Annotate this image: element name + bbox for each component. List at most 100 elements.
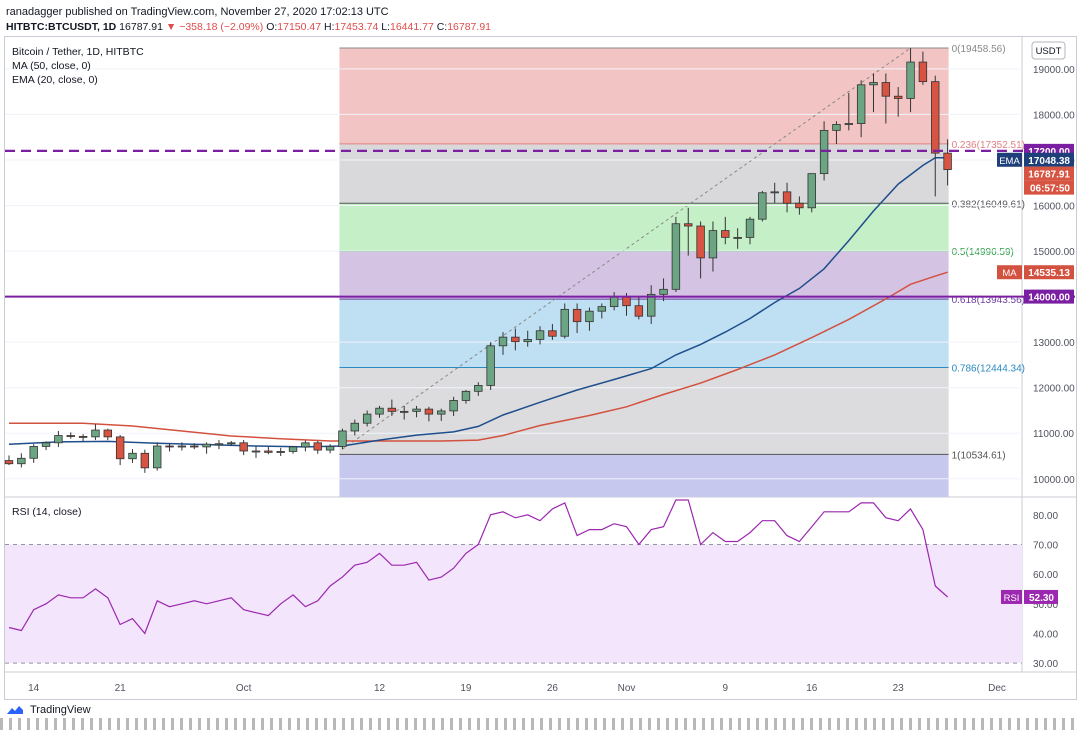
time-axis[interactable]: 14 21 Oct 12 19 26 Nov 9 16 23 Dec — [28, 683, 1006, 694]
candle-11 — [140, 449, 150, 473]
candle-0 — [4, 455, 14, 466]
candle-body — [214, 443, 224, 446]
rsi-line — [8, 499, 948, 635]
candle-body — [931, 81, 940, 154]
tag-ma-bg — [1024, 265, 1074, 280]
tag-level-lo-text: 14000.00 — [1028, 293, 1070, 304]
high-label: H: — [324, 21, 335, 33]
candle-18 — [227, 440, 236, 446]
candle-body — [795, 202, 804, 209]
candle-48 — [597, 303, 606, 319]
candle-69 — [856, 80, 866, 138]
fib-zone-2 — [339, 203, 949, 252]
candle-body — [4, 460, 14, 465]
candle-body — [17, 457, 26, 465]
x-tick-10: Dec — [988, 683, 1006, 694]
candle-body — [152, 445, 162, 469]
candle-14 — [177, 442, 187, 451]
candle-74 — [918, 51, 928, 85]
tag-ema: 17048.38 EMA — [997, 152, 1074, 167]
fib-zone-1 — [339, 143, 949, 204]
symbol-quote-line: HITBTC:BTCUSDT, 1D 16787.91 ▼ −358.18 (−… — [6, 20, 491, 35]
candle-36 — [449, 396, 458, 416]
y-tick-8: 18000.00 — [1033, 110, 1075, 121]
candle-67 — [832, 121, 841, 145]
candle-body — [622, 296, 631, 307]
candle-body — [313, 442, 322, 451]
x-tick-4: 19 — [460, 683, 472, 694]
candle-body — [325, 446, 335, 451]
fib-zone-0 — [339, 47, 949, 144]
fib-label-1: 1(10534.61) — [952, 450, 1006, 461]
fib-label-0.786: 0.786(12444.34) — [952, 363, 1025, 374]
candle-body — [202, 443, 211, 448]
candle-33 — [412, 405, 421, 418]
candle-46 — [572, 303, 582, 334]
fib-label-0.618: 0.618(13943.56) — [952, 295, 1025, 306]
candle-29 — [362, 410, 372, 427]
x-tick-3: 12 — [374, 683, 386, 694]
candle-body — [227, 442, 236, 445]
tag-ema-text: 17048.38 — [1028, 156, 1070, 167]
y-tick-3: 13000.00 — [1033, 338, 1075, 349]
chart-backgrounds — [5, 37, 1076, 673]
horizontal-levels[interactable] — [5, 149, 1075, 298]
tag-level-lo: 14000.00 — [1024, 289, 1074, 304]
tag-ma-prefix-bg — [997, 265, 1022, 280]
candle-21 — [264, 446, 273, 455]
candle-38 — [474, 382, 483, 396]
candle-body — [461, 390, 471, 401]
candle-body — [585, 310, 594, 323]
candle-body — [548, 330, 557, 337]
candle-61 — [758, 190, 767, 222]
legend-rsi[interactable]: RSI (14, close) — [12, 506, 81, 518]
legend-ma[interactable]: MA (50, close, 0) — [12, 60, 91, 72]
candle-body — [54, 435, 63, 444]
candle-22 — [276, 447, 285, 457]
candle-body — [486, 345, 495, 386]
candle-body — [103, 429, 112, 438]
tag-close: 16787.91 — [1024, 166, 1074, 181]
candle-17 — [214, 440, 224, 450]
candle-54 — [671, 216, 681, 293]
candle-body — [758, 192, 767, 220]
candle-body — [634, 305, 644, 317]
candle-body — [721, 230, 730, 238]
candle-body — [572, 308, 582, 323]
candle-body — [782, 191, 792, 204]
candle-40 — [498, 332, 508, 355]
candle-76 — [943, 139, 952, 186]
footer: TradingView — [6, 704, 91, 716]
legend-ema[interactable]: EMA (20, close, 0) — [12, 74, 98, 86]
candle-body — [498, 336, 508, 347]
fib-label-0: 0(19458.56) — [952, 44, 1006, 55]
candle-body — [239, 442, 248, 452]
footer-brand: TradingView — [30, 704, 91, 716]
candle-23 — [288, 445, 298, 454]
currency-button[interactable]: USDT — [1031, 41, 1066, 60]
tag-rsi: RSI 52.30 — [1001, 589, 1058, 604]
candle-body — [869, 82, 878, 86]
tag-close-bg — [1024, 166, 1074, 181]
fib-retracement[interactable]: 0(19458.56) 0.236(17352.51) 0.382(16049.61… — [339, 44, 1025, 497]
candle-body — [190, 445, 199, 448]
candle-20 — [251, 446, 261, 458]
rsi-tick-2: 50.00 — [1033, 600, 1058, 611]
tag-countdown: 06:57:50 — [1024, 180, 1074, 195]
chart-frame — [4, 36, 1077, 700]
candle-body — [844, 123, 853, 125]
candle-42 — [523, 330, 532, 347]
tag-countdown-bg — [1024, 180, 1074, 195]
candle-58 — [721, 216, 730, 245]
candle-2 — [29, 444, 38, 463]
fib-label-0.236: 0.236(17352.51) — [952, 140, 1025, 151]
y-tick-5: 15000.00 — [1033, 247, 1075, 258]
candle-34 — [424, 406, 434, 422]
candle-59 — [733, 228, 742, 249]
x-tick-8: 16 — [806, 683, 818, 694]
candle-6 — [78, 434, 88, 442]
candle-body — [807, 173, 816, 209]
candle-body — [264, 450, 273, 453]
